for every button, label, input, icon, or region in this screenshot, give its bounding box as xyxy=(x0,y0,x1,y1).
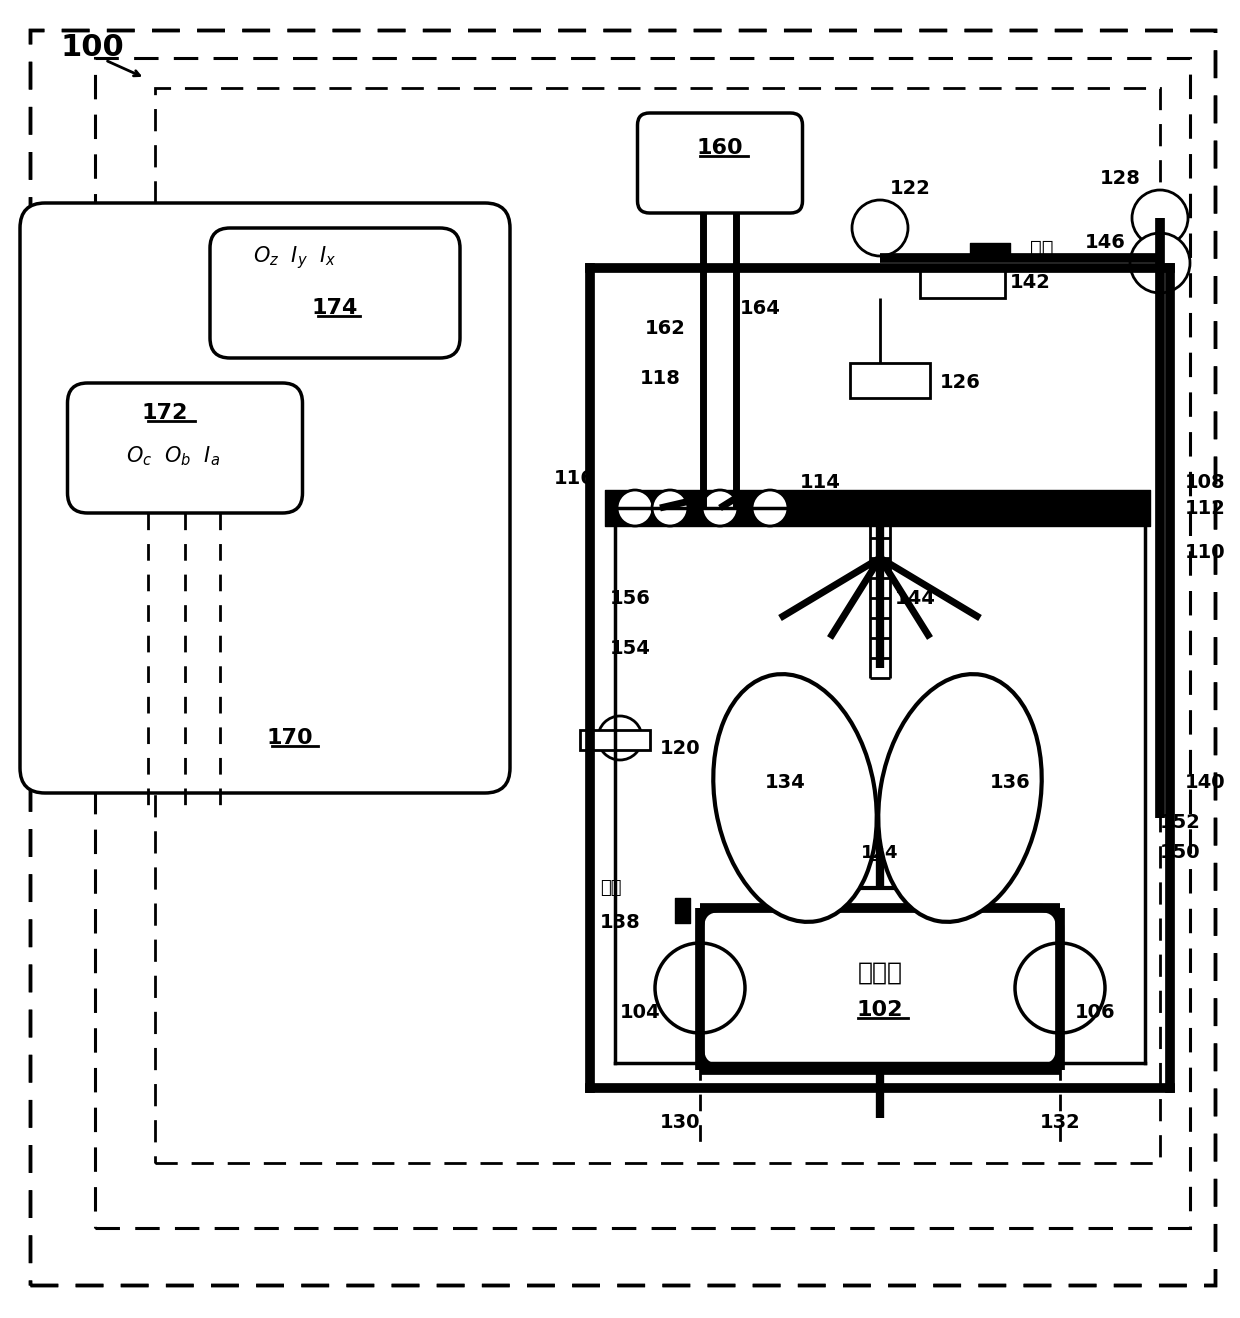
Text: 164: 164 xyxy=(740,298,781,318)
Text: 156: 156 xyxy=(610,589,651,608)
Text: 106: 106 xyxy=(1075,1003,1116,1023)
Text: 150: 150 xyxy=(1159,844,1200,862)
Text: 132: 132 xyxy=(1039,1114,1080,1132)
Text: 172: 172 xyxy=(141,403,188,423)
Text: 154: 154 xyxy=(610,638,651,658)
Text: 大气: 大气 xyxy=(1030,239,1054,257)
Text: 134: 134 xyxy=(765,774,806,792)
Circle shape xyxy=(598,716,642,760)
Bar xyxy=(580,730,650,750)
Text: 170: 170 xyxy=(267,728,314,749)
Text: 涡轮机: 涡轮机 xyxy=(858,961,903,985)
Bar xyxy=(849,362,930,398)
Text: 130: 130 xyxy=(660,1114,701,1132)
Text: 120: 120 xyxy=(660,738,701,758)
Text: 128: 128 xyxy=(1100,169,1141,187)
Text: 174: 174 xyxy=(311,298,358,318)
FancyBboxPatch shape xyxy=(67,384,303,513)
Text: 146: 146 xyxy=(1085,233,1126,253)
Text: 124: 124 xyxy=(862,844,899,862)
Circle shape xyxy=(1016,942,1105,1033)
Circle shape xyxy=(652,490,688,526)
Text: $O_c$  $O_b$  $I_a$: $O_c$ $O_b$ $I_a$ xyxy=(126,444,219,468)
Text: 118: 118 xyxy=(640,369,681,387)
Circle shape xyxy=(1130,233,1190,293)
Text: 108: 108 xyxy=(1185,473,1225,493)
Circle shape xyxy=(751,490,787,526)
Text: 大气: 大气 xyxy=(600,879,621,898)
Circle shape xyxy=(702,490,738,526)
FancyBboxPatch shape xyxy=(210,228,460,358)
Text: 104: 104 xyxy=(619,1003,660,1023)
FancyBboxPatch shape xyxy=(20,203,510,793)
Text: $O_z$  $I_y$  $I_x$: $O_z$ $I_y$ $I_x$ xyxy=(253,245,337,272)
Text: 112: 112 xyxy=(1185,498,1226,518)
Text: 140: 140 xyxy=(1185,774,1225,792)
Ellipse shape xyxy=(713,673,877,921)
Circle shape xyxy=(852,200,908,256)
Bar xyxy=(920,268,1004,298)
Text: 122: 122 xyxy=(890,178,931,198)
Text: 138: 138 xyxy=(600,913,641,933)
Ellipse shape xyxy=(878,673,1042,921)
FancyBboxPatch shape xyxy=(637,113,802,214)
Text: 142: 142 xyxy=(1011,274,1050,293)
Circle shape xyxy=(1132,190,1188,246)
Text: 110: 110 xyxy=(1185,543,1225,563)
Text: 116: 116 xyxy=(554,468,595,488)
Text: 160: 160 xyxy=(697,138,743,158)
FancyBboxPatch shape xyxy=(701,908,1060,1068)
Text: 136: 136 xyxy=(990,774,1030,792)
Text: 126: 126 xyxy=(940,373,981,393)
Text: 114: 114 xyxy=(800,473,841,493)
Text: 102: 102 xyxy=(857,1000,903,1020)
Text: 100: 100 xyxy=(60,33,124,62)
Text: 144: 144 xyxy=(895,589,936,608)
Text: 152: 152 xyxy=(1159,813,1200,833)
Bar xyxy=(844,818,915,888)
Text: 162: 162 xyxy=(645,319,686,337)
Circle shape xyxy=(655,942,745,1033)
Circle shape xyxy=(618,490,653,526)
